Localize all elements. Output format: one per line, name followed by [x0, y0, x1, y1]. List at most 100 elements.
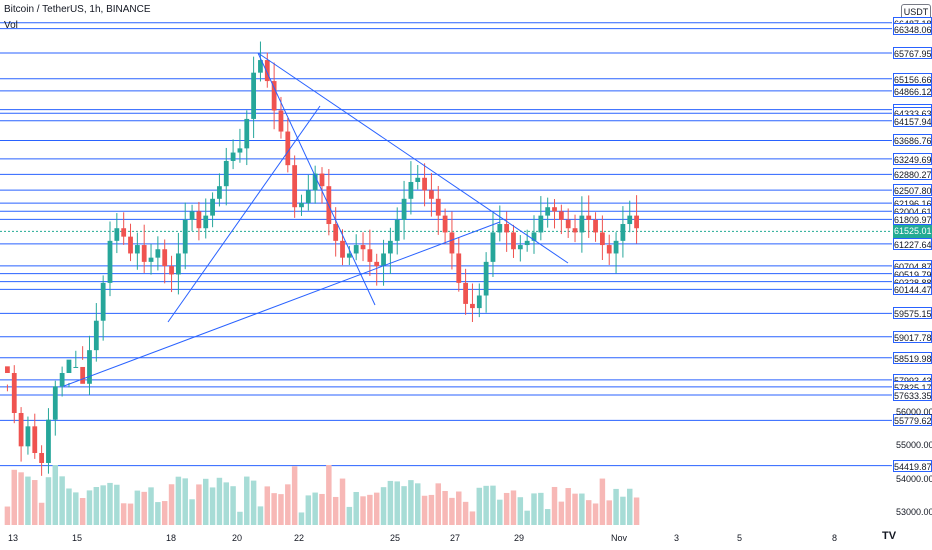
- candle-body[interactable]: [114, 228, 120, 241]
- candle-body[interactable]: [490, 232, 496, 262]
- candle-body[interactable]: [429, 190, 434, 199]
- candle-body[interactable]: [251, 72, 257, 119]
- candle-body[interactable]: [121, 228, 127, 237]
- candle-body[interactable]: [5, 366, 10, 373]
- candle-body[interactable]: [134, 245, 140, 254]
- candle-body[interactable]: [18, 413, 24, 447]
- candle-body[interactable]: [223, 160, 229, 187]
- candle-body[interactable]: [435, 198, 441, 216]
- price-level-label[interactable]: 63249.69: [893, 152, 932, 165]
- candle-body[interactable]: [565, 219, 571, 229]
- candle-body[interactable]: [46, 419, 51, 463]
- candle-body[interactable]: [552, 207, 557, 212]
- candle-body[interactable]: [497, 224, 503, 233]
- candle-body[interactable]: [292, 165, 298, 208]
- price-level-label[interactable]: 64866.12: [893, 84, 932, 97]
- candle-body[interactable]: [141, 245, 147, 262]
- candle-body[interactable]: [182, 219, 188, 254]
- candle-body[interactable]: [408, 181, 414, 199]
- candle-body[interactable]: [271, 81, 277, 111]
- candle-body[interactable]: [162, 249, 168, 267]
- candle-body[interactable]: [346, 253, 352, 258]
- trend-line[interactable]: [167, 105, 321, 323]
- candle-body[interactable]: [620, 224, 626, 241]
- candle-body[interactable]: [401, 198, 407, 220]
- candle-body[interactable]: [80, 366, 86, 384]
- candle-body[interactable]: [319, 173, 325, 187]
- candle-body[interactable]: [511, 232, 516, 250]
- candle-body[interactable]: [203, 215, 209, 229]
- candle-body[interactable]: [627, 215, 633, 225]
- candle-body[interactable]: [230, 152, 236, 161]
- candle-body[interactable]: [394, 219, 400, 241]
- price-level-label[interactable]: 65767.95: [893, 47, 932, 59]
- candle-body[interactable]: [128, 236, 133, 254]
- candle-body[interactable]: [312, 173, 318, 191]
- candle-body[interactable]: [483, 261, 489, 296]
- candle-body[interactable]: [59, 373, 65, 387]
- candle-body[interactable]: [586, 215, 592, 220]
- candle-body[interactable]: [175, 253, 181, 275]
- price-level-label[interactable]: 66348.06: [893, 22, 932, 35]
- candle-body[interactable]: [93, 320, 99, 351]
- candle-body[interactable]: [32, 426, 38, 453]
- candle-body[interactable]: [305, 190, 311, 204]
- trend-line[interactable]: [257, 52, 569, 264]
- price-level-label[interactable]: 65156.66: [893, 72, 932, 85]
- price-level-label[interactable]: 61809.97: [893, 213, 932, 226]
- candle-body[interactable]: [155, 249, 161, 258]
- candle-body[interactable]: [387, 240, 393, 254]
- price-level-label[interactable]: 61227.64: [893, 237, 932, 250]
- candle-body[interactable]: [517, 245, 523, 250]
- price-level-label[interactable]: 62507.80: [893, 184, 932, 197]
- trend-line[interactable]: [63, 221, 501, 387]
- candle-body[interactable]: [449, 232, 455, 254]
- candle-body[interactable]: [148, 257, 154, 262]
- candle-body[interactable]: [531, 232, 537, 241]
- candle-body[interactable]: [210, 198, 215, 216]
- candle-body[interactable]: [333, 224, 339, 241]
- price-level-label[interactable]: 59575.15: [893, 307, 932, 320]
- candle-body[interactable]: [299, 203, 304, 208]
- candle-body[interactable]: [360, 245, 366, 250]
- candle-body[interactable]: [107, 240, 113, 283]
- symbol-title[interactable]: Bitcoin / TetherUS, 1h, BINANCE: [4, 4, 151, 15]
- candle-body[interactable]: [415, 177, 421, 182]
- candle-body[interactable]: [463, 282, 469, 304]
- candle-body[interactable]: [278, 110, 284, 132]
- candle-body[interactable]: [593, 219, 598, 233]
- candle-body[interactable]: [169, 266, 174, 275]
- candle-body[interactable]: [504, 224, 510, 233]
- price-level-label[interactable]: 63686.76: [893, 134, 932, 147]
- candle-body[interactable]: [579, 215, 585, 233]
- candle-body[interactable]: [634, 215, 639, 229]
- price-level-label[interactable]: 62880.27: [893, 168, 932, 181]
- candle-body[interactable]: [52, 386, 58, 420]
- candle-body[interactable]: [538, 215, 544, 233]
- candle-body[interactable]: [237, 148, 243, 153]
- candle-body[interactable]: [442, 215, 448, 233]
- candle-body[interactable]: [285, 131, 291, 166]
- candle-body[interactable]: [39, 453, 45, 463]
- candle-body[interactable]: [524, 240, 530, 246]
- candle-body[interactable]: [599, 232, 605, 246]
- candle-body[interactable]: [25, 426, 31, 447]
- candle-body[interactable]: [606, 245, 612, 254]
- candle-body[interactable]: [66, 359, 72, 373]
- candle-body[interactable]: [367, 249, 373, 262]
- candle-body[interactable]: [374, 261, 380, 267]
- candle-body[interactable]: [11, 373, 17, 413]
- candle-body[interactable]: [264, 60, 270, 82]
- volume-label[interactable]: Vol: [4, 20, 18, 31]
- candle-body[interactable]: [613, 240, 619, 254]
- candle-body[interactable]: [381, 253, 386, 267]
- candle-body[interactable]: [87, 350, 92, 384]
- candle-body[interactable]: [100, 282, 106, 321]
- price-level-label[interactable]: 58519.98: [893, 351, 932, 364]
- candle-body[interactable]: [340, 240, 345, 258]
- price-level-label[interactable]: 57633.35: [893, 389, 932, 401]
- price-level-label[interactable]: 64157.94: [893, 114, 932, 127]
- price-level-label[interactable]: 54419.87: [893, 459, 932, 472]
- candle-body[interactable]: [558, 211, 564, 220]
